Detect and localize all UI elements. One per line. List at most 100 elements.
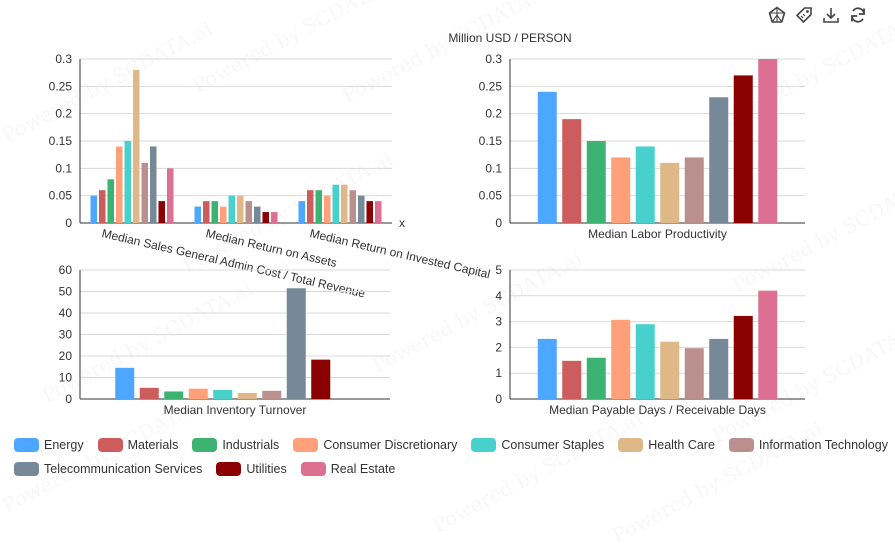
bar-consumer-discretionary[interactable]	[611, 157, 631, 223]
chart-toolbar	[768, 6, 867, 24]
bar-health-care[interactable]	[237, 392, 257, 399]
legend-item-health-care[interactable]: Health Care	[618, 438, 715, 452]
bar-energy[interactable]	[537, 91, 557, 223]
tag-icon[interactable]	[795, 6, 813, 24]
bar-industrials[interactable]	[164, 391, 184, 399]
legend-swatch	[471, 438, 497, 452]
bar-information-technology[interactable]	[684, 157, 704, 223]
y-tick-label: 0.1	[55, 161, 72, 175]
legend-item-utilities[interactable]: Utilities	[216, 462, 287, 476]
bar-health-care[interactable]	[660, 162, 680, 223]
bar-consumer-staples[interactable]	[635, 324, 655, 399]
legend-label: Health Care	[648, 438, 715, 452]
download-icon[interactable]	[822, 6, 840, 24]
legend-swatch	[728, 438, 754, 452]
legend-swatch	[300, 462, 326, 476]
bar-real-estate[interactable]	[271, 212, 278, 223]
bar-materials[interactable]	[562, 119, 582, 223]
bar-information-technology[interactable]	[349, 190, 357, 223]
legend-swatch	[293, 438, 319, 452]
y-tick-label: 2	[495, 340, 502, 354]
y-tick-label: 40	[59, 306, 73, 320]
legend-item-information-technology[interactable]: Information Technology	[728, 438, 888, 452]
bar-industrials[interactable]	[211, 201, 219, 223]
legend-item-consumer-staples[interactable]: Consumer Staples	[471, 438, 604, 452]
y-tick-label: 0.25	[479, 79, 503, 93]
bar-materials[interactable]	[139, 387, 159, 399]
bar-real-estate[interactable]	[167, 168, 174, 223]
bar-utilities[interactable]	[733, 315, 753, 399]
bar-health-care[interactable]	[237, 195, 244, 223]
legend-item-materials[interactable]: Materials	[97, 438, 179, 452]
bar-telecommunication-services[interactable]	[150, 146, 157, 223]
bar-industrials[interactable]	[586, 141, 606, 223]
legend-item-telecommunication-services[interactable]: Telecommunication Services	[14, 462, 202, 476]
refresh-icon[interactable]	[849, 6, 867, 24]
bar-telecommunication-services[interactable]	[254, 206, 261, 223]
legend-label: Materials	[127, 438, 179, 452]
x-category-label: Median Payable Days / Receivable Days	[549, 403, 766, 417]
bar-materials[interactable]	[203, 201, 210, 223]
y-tick-label: 0.3	[485, 52, 502, 66]
legend-swatch	[618, 438, 644, 452]
y-tick-label: 0.05	[49, 189, 73, 203]
bar-utilities[interactable]	[733, 75, 753, 224]
bar-information-technology[interactable]	[245, 201, 253, 223]
bar-information-technology[interactable]	[262, 390, 282, 399]
bar-real-estate[interactable]	[758, 290, 778, 399]
bar-health-care[interactable]	[660, 341, 680, 399]
bar-health-care[interactable]	[133, 69, 140, 223]
y-tick-label: 0	[65, 392, 72, 406]
bar-consumer-discretionary[interactable]	[324, 195, 331, 223]
bar-materials[interactable]	[562, 360, 582, 399]
bar-information-technology[interactable]	[141, 162, 149, 223]
legend-item-energy[interactable]: Energy	[14, 438, 84, 452]
chart-panel-3: 0 10 20 30 40 50 60 Median Inventory Turnover	[59, 263, 390, 417]
unit-label: Million USD / PERSON	[448, 31, 571, 45]
bar-consumer-staples[interactable]	[332, 184, 340, 223]
bar-utilities[interactable]	[311, 359, 331, 399]
bar-real-estate[interactable]	[375, 201, 382, 223]
bar-telecommunication-services[interactable]	[358, 195, 365, 223]
bar-materials[interactable]	[307, 190, 314, 223]
bar-energy[interactable]	[194, 206, 202, 223]
bar-consumer-discretionary[interactable]	[220, 206, 227, 223]
legend-item-consumer-discretionary[interactable]: Consumer Discretionary	[293, 438, 457, 452]
bar-telecommunication-services[interactable]	[286, 288, 306, 399]
legend-swatch	[14, 462, 39, 476]
bar-consumer-staples[interactable]	[635, 146, 655, 223]
bar-health-care[interactable]	[341, 184, 348, 223]
y-tick-label: 0.2	[55, 107, 72, 121]
bar-energy[interactable]	[90, 195, 98, 223]
y-tick-label: 3	[495, 315, 502, 329]
legend-label: Telecommunication Services	[44, 462, 203, 476]
bar-energy[interactable]	[298, 201, 306, 223]
bar-consumer-staples[interactable]	[124, 141, 132, 223]
bar-telecommunication-services[interactable]	[709, 338, 729, 399]
bar-consumer-staples[interactable]	[228, 195, 236, 223]
bar-materials[interactable]	[99, 190, 106, 223]
bar-industrials[interactable]	[107, 179, 115, 223]
bar-consumer-discretionary[interactable]	[116, 146, 123, 223]
bar-energy[interactable]	[115, 367, 135, 399]
legend-swatch	[216, 462, 242, 476]
x-category-label: Median Return on Invested Capital	[308, 226, 491, 281]
bar-energy[interactable]	[537, 338, 557, 399]
bar-consumer-staples[interactable]	[213, 389, 233, 399]
bar-industrials[interactable]	[586, 357, 606, 399]
legend-item-real-estate[interactable]: Real Estate	[300, 462, 396, 476]
bar-consumer-discretionary[interactable]	[611, 319, 631, 399]
bar-consumer-discretionary[interactable]	[188, 388, 208, 399]
bar-industrials[interactable]	[315, 190, 323, 223]
legend-label: Consumer Staples	[501, 438, 605, 452]
bar-utilities[interactable]	[366, 201, 374, 223]
legend-item-industrials[interactable]: Industrials	[192, 438, 279, 452]
bar-telecommunication-services[interactable]	[709, 97, 729, 223]
bar-utilities[interactable]	[158, 201, 166, 223]
bar-utilities[interactable]	[262, 212, 270, 223]
chart-type-icon[interactable]	[768, 6, 786, 24]
bar-real-estate[interactable]	[758, 59, 778, 223]
bar-information-technology[interactable]	[684, 348, 704, 399]
chart-panel-4: 0 1 2 3 4 5 Median Payable Days / Receivable D…	[495, 263, 805, 417]
legend-label: Real Estate	[330, 462, 396, 476]
